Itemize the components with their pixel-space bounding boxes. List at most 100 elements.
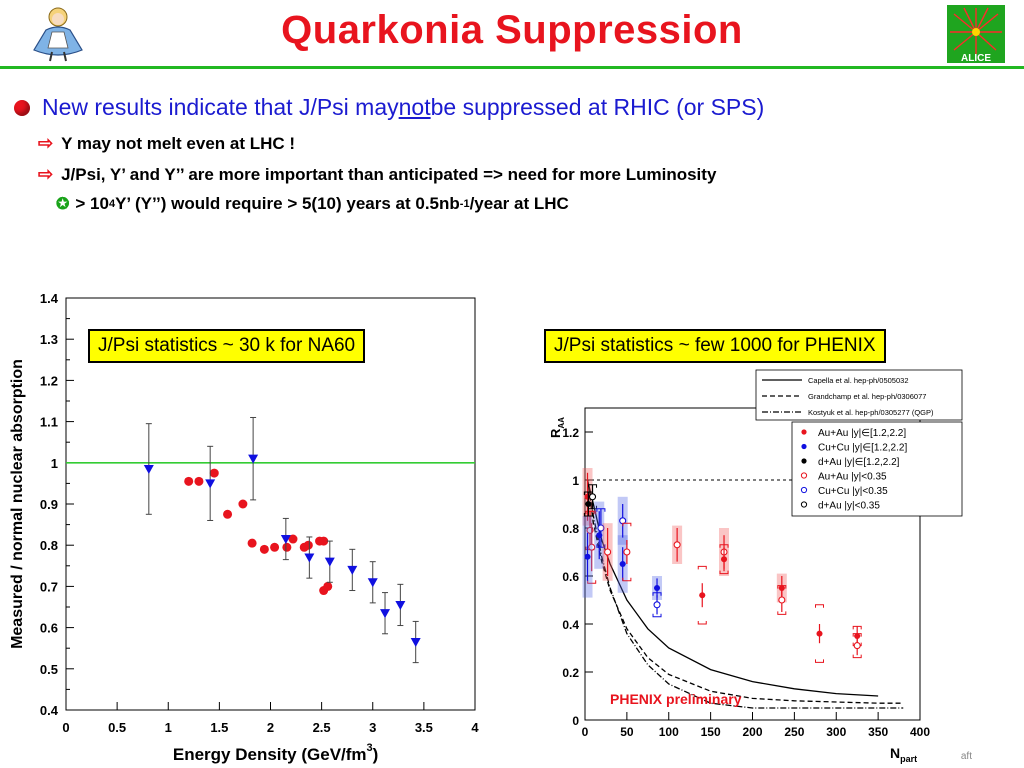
data-point-red bbox=[210, 469, 219, 478]
x-tick-label: 0.5 bbox=[108, 720, 126, 735]
y-tick-label: 1 bbox=[572, 474, 579, 488]
data-point-filled bbox=[699, 592, 705, 598]
systematic-bracket bbox=[698, 621, 706, 624]
legend-marker-filled bbox=[801, 429, 806, 434]
y-tick-label: 1 bbox=[51, 456, 58, 471]
bullet-dot-icon bbox=[14, 100, 30, 116]
data-point-blue bbox=[368, 578, 378, 587]
data-point-blue bbox=[205, 479, 215, 488]
data-point-red bbox=[270, 543, 279, 552]
data-point-red bbox=[323, 582, 332, 591]
data-point-filled bbox=[817, 631, 823, 637]
sub-bullet-3-pre: > 10 bbox=[75, 194, 109, 214]
x-tick-label: 4 bbox=[471, 720, 479, 735]
title-divider bbox=[0, 66, 1024, 69]
data-point-open bbox=[624, 549, 630, 555]
y-tick-label: 0.4 bbox=[40, 703, 59, 718]
y-tick-label: 1.2 bbox=[40, 373, 58, 388]
bullet-main-post: be suppressed at RHIC (or SPS) bbox=[431, 94, 765, 121]
hollow-arrow-icon: ⇨ bbox=[38, 164, 53, 185]
data-point-open bbox=[605, 549, 611, 555]
data-point-blue bbox=[395, 601, 405, 610]
y-tick-label: 0.2 bbox=[562, 666, 579, 680]
x-tick-label: 2.5 bbox=[313, 720, 331, 735]
legend-label: Grandchamp et al. hep-ph/0306077 bbox=[808, 392, 926, 401]
x-tick-label: 0 bbox=[62, 720, 69, 735]
y-tick-label: 0.4 bbox=[562, 618, 579, 632]
x-tick-label: 200 bbox=[742, 725, 762, 739]
y-tick-label: 0.9 bbox=[40, 497, 58, 512]
alice-logo-text: ALICE bbox=[961, 53, 991, 64]
data-point-blue bbox=[144, 465, 154, 474]
x-tick-label: 2 bbox=[267, 720, 274, 735]
legend-label: d+Au |y|<0.35 bbox=[818, 501, 880, 512]
y-axis-label: Measured / normal nuclear absorption bbox=[9, 359, 26, 649]
x-tick-label: 1 bbox=[165, 720, 172, 735]
star-bullet-icon: ✪ bbox=[56, 194, 69, 214]
bullet-main-emph: not bbox=[399, 94, 431, 121]
x-tick-label: 3.5 bbox=[415, 720, 433, 735]
x-tick-label: 3 bbox=[369, 720, 376, 735]
y-tick-label: 1.3 bbox=[40, 332, 58, 347]
x-tick-label: 0 bbox=[582, 725, 589, 739]
sub-bullet-2-text: J/Psi, Y’ and Y’’ are more important tha… bbox=[61, 165, 716, 185]
sub-bullet-3-sup2: -1 bbox=[460, 198, 470, 210]
systematic-bracket bbox=[698, 566, 706, 569]
y-tick-label: 1.4 bbox=[40, 291, 59, 306]
data-point-open bbox=[779, 597, 785, 603]
footer-text: aft bbox=[961, 751, 972, 762]
x-tick-label: 300 bbox=[826, 725, 846, 739]
slide-title: Quarkonia Suppression bbox=[0, 8, 1024, 53]
data-point-filled bbox=[721, 556, 727, 562]
y-tick-label: 0.8 bbox=[40, 538, 58, 553]
chart-raa-npart: 00.20.40.60.811.20 50 100 150 200 250 300 350 40… bbox=[540, 330, 990, 768]
legend-marker-filled bbox=[801, 444, 806, 449]
data-point-blue bbox=[325, 558, 335, 567]
data-point-blue bbox=[347, 566, 357, 575]
y-tick-label: 0.6 bbox=[562, 570, 579, 584]
x-axis-label: Energy Density (GeV/fm3) bbox=[173, 742, 378, 764]
data-point-red bbox=[223, 510, 232, 519]
x-tick-label: 400 bbox=[910, 725, 930, 739]
legend-marker-open bbox=[801, 487, 806, 492]
data-point-red bbox=[184, 477, 193, 486]
sub-bullet-3-mid: Y’ (Y’’) would require > 5(10) years at … bbox=[115, 194, 460, 214]
legend-label: Au+Au |y|∈[1.2,2.2] bbox=[818, 428, 906, 439]
x-tick-label: 250 bbox=[784, 725, 804, 739]
sub-bullet-1-text: Y may not melt even at LHC ! bbox=[61, 134, 295, 154]
data-point-filled bbox=[620, 561, 626, 567]
y-tick-label: 0.6 bbox=[40, 621, 58, 636]
y-tick-label: 0 bbox=[572, 714, 579, 728]
legend-marker-open bbox=[801, 473, 806, 478]
y-tick-label: 1.1 bbox=[40, 415, 58, 430]
y-tick-label: 0.5 bbox=[40, 662, 58, 677]
alice-experiment-logo-icon: ALICE bbox=[946, 4, 1006, 64]
data-point-filled bbox=[654, 585, 660, 591]
stat-box-na60: J/Psi statistics ~ 30 k for NA60 bbox=[88, 329, 365, 363]
legend-label: Au+Au |y|<0.35 bbox=[818, 472, 887, 483]
data-point-blue bbox=[380, 609, 390, 618]
x-axis-label-close: ) bbox=[373, 745, 379, 764]
systematic-bracket bbox=[816, 659, 824, 662]
data-point-red bbox=[248, 539, 257, 548]
sub-bullet-2: ⇨ J/Psi, Y’ and Y’’ are more important t… bbox=[38, 164, 1014, 185]
hollow-arrow-icon: ⇨ bbox=[38, 133, 53, 154]
data-point-blue bbox=[304, 554, 314, 563]
alice-girl-icon bbox=[28, 4, 88, 62]
data-point-red bbox=[194, 477, 203, 486]
x-tick-label: 150 bbox=[701, 725, 721, 739]
sub-bullet-3: ✪ > 10 4 Y’ (Y’’) would require > 5(10) y… bbox=[56, 194, 1014, 214]
x-axis-label-main: N bbox=[890, 745, 900, 761]
data-point-open bbox=[854, 643, 860, 649]
data-point-open bbox=[674, 542, 680, 548]
bullet-main-pre: New results indicate that J/Psi may bbox=[42, 94, 399, 121]
data-point-open bbox=[590, 494, 596, 500]
data-point-blue bbox=[411, 638, 421, 647]
legend-marker-open bbox=[801, 502, 806, 507]
sub-bullet-1: ⇨ Y may not melt even at LHC ! bbox=[38, 133, 1014, 154]
phenix-preliminary-label: PHENIX preliminary bbox=[610, 691, 742, 707]
y-axis-label-sub: AA bbox=[557, 417, 566, 429]
x-tick-label: 50 bbox=[620, 725, 634, 739]
data-point-red bbox=[260, 545, 269, 554]
data-point-filled bbox=[585, 554, 591, 560]
